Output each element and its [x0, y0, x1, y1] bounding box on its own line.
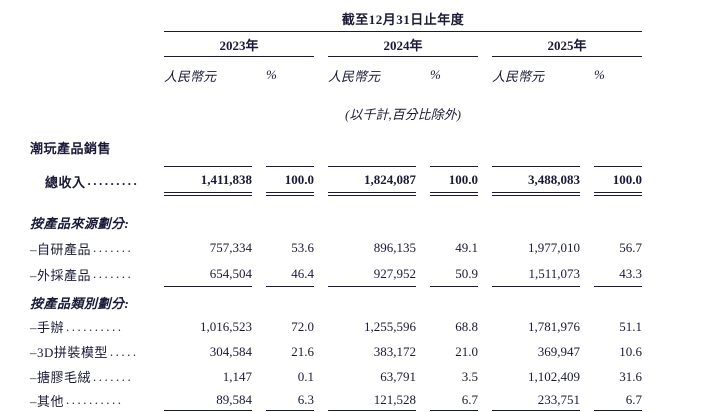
- cell-value: 896,135: [373, 240, 416, 255]
- year-header-2025: 2025年: [492, 32, 642, 57]
- cell-value: 1,977,010: [528, 240, 580, 255]
- table-row-figures: –手辦.......... 1,016,523 72.0 1,255,596 6…: [30, 314, 703, 339]
- cell-value: 3,488,083: [492, 166, 580, 196]
- cell-value: 6.3: [266, 389, 314, 411]
- cell-value: 6.7: [430, 389, 478, 411]
- cell-value: 383,172: [373, 343, 416, 359]
- cell-value: 121,528: [328, 389, 416, 411]
- cell-value: 3.5: [461, 368, 478, 384]
- cell-value: 100.0: [594, 166, 642, 196]
- cell-value: 50.9: [430, 261, 478, 287]
- table-row-3d-models: –3D拼裝模型..... 304,584 21.6 383,172 21.0 3…: [30, 339, 703, 364]
- row-label: –搪膠毛絨.......: [30, 367, 150, 386]
- cell-value: 1,411,838: [164, 166, 252, 196]
- dot-leader: .........: [87, 173, 140, 188]
- cell-value: 1,102,409: [528, 368, 580, 384]
- cell-value: 21.0: [455, 343, 478, 359]
- row-label: –外採產品.......: [30, 265, 150, 284]
- section-header-by-source: 按產品來源劃分:: [30, 209, 703, 235]
- table-row-self-developed: –自研產品....... 757,334 53.6 896,135 49.1 1…: [30, 235, 703, 261]
- cell-value: 43.3: [594, 261, 642, 287]
- table-row-outsourced: –外採產品....... 654,504 46.4 927,952 50.9 1…: [30, 261, 703, 287]
- row-label: –3D拼裝模型.....: [30, 342, 150, 361]
- cell-value: 1,255,596: [364, 318, 416, 334]
- section-header-label: 按產品來源劃分:: [30, 215, 130, 231]
- cell-value: 51.1: [619, 318, 642, 334]
- dot-leader: ..........: [66, 318, 124, 334]
- section-title-row: 潮玩產品銷售: [30, 133, 703, 161]
- cell-value: 46.4: [266, 261, 314, 287]
- year-header-2023: 2023年: [164, 32, 314, 57]
- period-header-row: 截至12月31日止年度: [30, 6, 703, 32]
- dot-leader: .......: [93, 368, 134, 384]
- currency-header: 人民幣元: [492, 68, 545, 84]
- table-row-vinyl-plush: –搪膠毛絨....... 1,147 0.1 63,791 3.5 1,102,…: [30, 364, 703, 389]
- cell-value: 21.6: [291, 343, 314, 359]
- period-header: 截至12月31日止年度: [164, 6, 642, 32]
- year-header-row: 2023年 2024年 2025年: [30, 32, 703, 57]
- section-title: 潮玩產品銷售: [30, 140, 112, 156]
- row-label: –其他..........: [30, 391, 150, 410]
- currency-header: 人民幣元: [328, 68, 381, 84]
- cell-value: 10.6: [619, 343, 642, 359]
- row-label: –自研產品.......: [30, 239, 150, 258]
- cell-value: 49.1: [455, 240, 478, 255]
- row-label-text: –3D拼裝模型: [30, 345, 108, 360]
- cell-value: 369,947: [537, 343, 580, 359]
- cell-value: 63,791: [380, 368, 416, 384]
- cell-value: 53.6: [291, 240, 314, 255]
- cell-value: 56.7: [619, 240, 642, 255]
- cell-value: 1,511,073: [492, 261, 580, 287]
- percent-header: %: [430, 67, 441, 82]
- cell-value: 304,584: [209, 343, 252, 359]
- cell-value: 6.7: [594, 389, 642, 411]
- units-note: (以千計,百分比除外): [345, 106, 461, 122]
- year-header-2024: 2024年: [328, 32, 478, 57]
- row-label-text: –外採產品: [30, 267, 92, 283]
- cell-value: 100.0: [430, 166, 478, 196]
- cell-value: 757,334: [209, 240, 252, 255]
- cell-value: 89,584: [164, 389, 252, 411]
- row-label-text: 總收入: [45, 174, 86, 190]
- row-label-text: –手辦: [30, 320, 65, 335]
- cell-value: 1,781,976: [528, 318, 580, 334]
- section-header-by-category: 按產品類別劃分:: [30, 290, 703, 314]
- currency-header: 人民幣元: [164, 68, 217, 84]
- percent-header: %: [594, 67, 605, 82]
- cell-value: 100.0: [266, 166, 314, 196]
- table-row-others: –其他.......... 89,584 6.3 121,528 6.7 233…: [30, 389, 703, 411]
- cell-value: 1,016,523: [200, 318, 252, 334]
- percent-header: %: [266, 67, 277, 82]
- unit-header-row: 人民幣元 % 人民幣元 % 人民幣元 %: [30, 57, 703, 93]
- cell-value: 654,504: [164, 261, 252, 287]
- cell-value: 0.1: [297, 368, 314, 384]
- dot-leader: .......: [93, 266, 134, 281]
- row-label-text: –自研產品: [30, 241, 92, 257]
- row-label-text: –搪膠毛絨: [30, 370, 92, 385]
- cell-value: 927,952: [328, 261, 416, 287]
- row-label-text: –其他: [30, 393, 65, 409]
- row-label: 總收入.........: [30, 172, 150, 191]
- cell-value: 68.8: [455, 318, 478, 334]
- dot-leader: .......: [93, 240, 134, 255]
- cell-value: 72.0: [291, 318, 314, 334]
- dot-leader: .....: [109, 343, 139, 359]
- units-note-row: (以千計,百分比除外): [30, 93, 703, 133]
- dot-leader: ..........: [66, 392, 124, 407]
- cell-value: 1,824,087: [328, 166, 416, 196]
- row-label: –手辦..........: [30, 317, 150, 336]
- cell-value: 1,147: [222, 368, 252, 384]
- table-row-total-revenue: 總收入......... 1,411,838 100.0 1,824,087 1…: [30, 166, 703, 196]
- cell-value: 31.6: [619, 368, 642, 384]
- cell-value: 233,751: [492, 389, 580, 411]
- section-header-label: 按產品類別劃分:: [30, 295, 130, 311]
